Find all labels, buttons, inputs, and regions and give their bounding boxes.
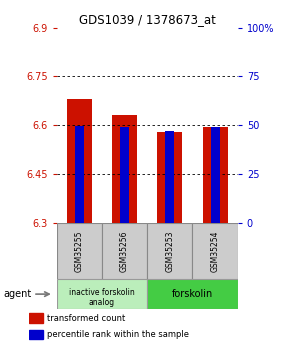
Bar bbox=[29, 329, 43, 339]
Text: forskolin: forskolin bbox=[172, 289, 213, 299]
Bar bbox=[102, 223, 147, 279]
Text: GSM35256: GSM35256 bbox=[120, 230, 129, 272]
Bar bbox=[165, 131, 174, 223]
Text: analog: analog bbox=[89, 298, 115, 307]
Text: agent: agent bbox=[3, 289, 31, 299]
Text: inactive forskolin: inactive forskolin bbox=[69, 288, 135, 297]
Bar bbox=[29, 313, 43, 323]
Text: GSM35253: GSM35253 bbox=[165, 230, 174, 272]
Bar bbox=[147, 279, 238, 309]
Bar bbox=[112, 115, 137, 223]
Bar bbox=[75, 126, 84, 223]
Bar bbox=[57, 223, 102, 279]
Text: GSM35254: GSM35254 bbox=[211, 230, 220, 272]
Bar bbox=[67, 99, 92, 223]
Bar bbox=[157, 131, 182, 223]
Bar bbox=[147, 223, 193, 279]
Bar bbox=[57, 279, 147, 309]
Text: percentile rank within the sample: percentile rank within the sample bbox=[47, 330, 189, 339]
Text: transformed count: transformed count bbox=[47, 314, 125, 323]
Title: GDS1039 / 1378673_at: GDS1039 / 1378673_at bbox=[79, 13, 215, 27]
Bar bbox=[193, 223, 238, 279]
Text: GSM35255: GSM35255 bbox=[75, 230, 84, 272]
Bar bbox=[211, 127, 220, 223]
Bar bbox=[120, 127, 129, 223]
Bar bbox=[203, 127, 228, 223]
